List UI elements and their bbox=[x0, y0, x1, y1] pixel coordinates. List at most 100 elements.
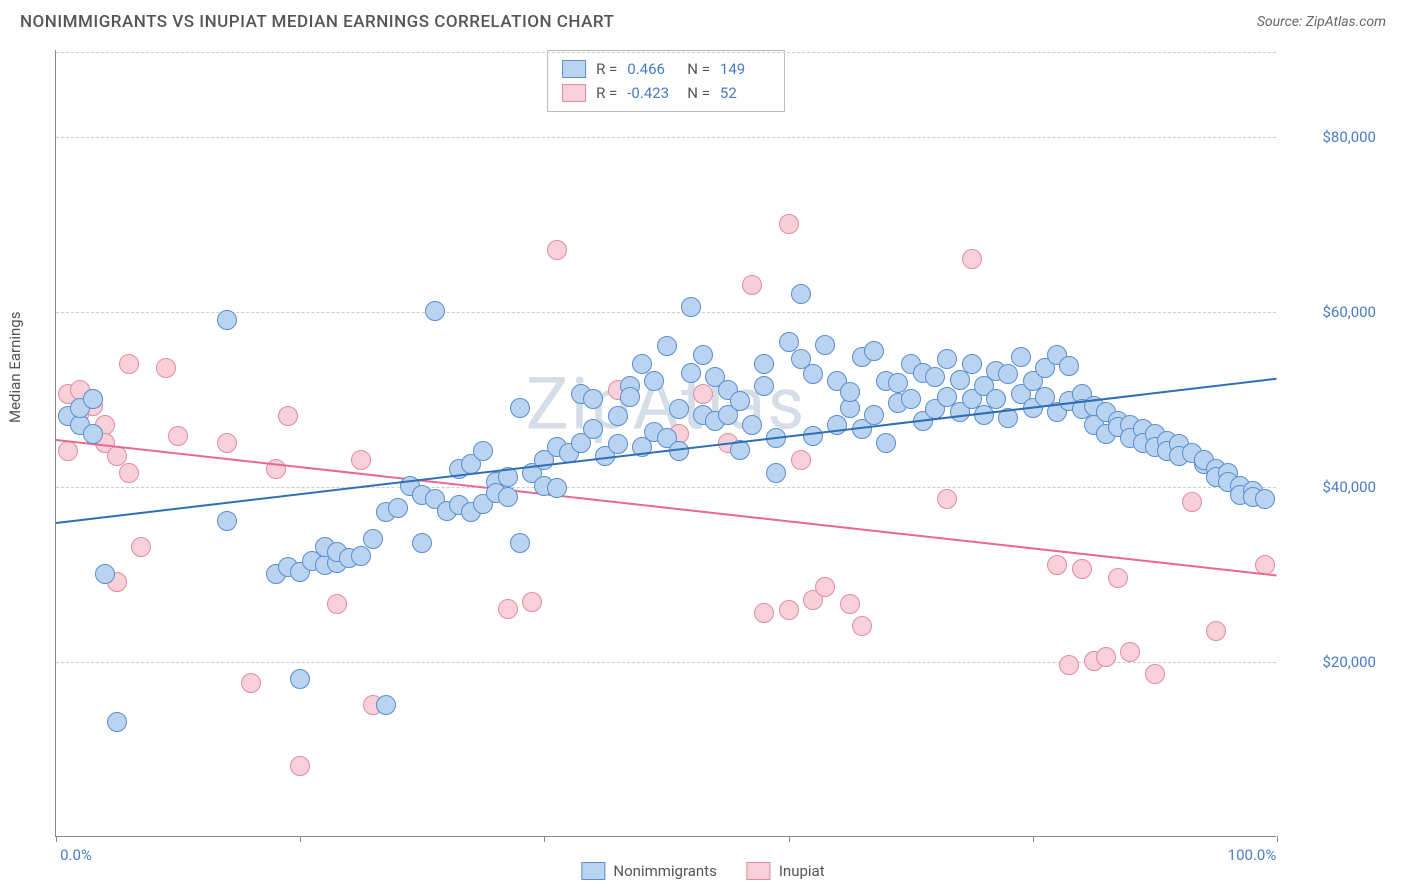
scatter-point-pink bbox=[131, 537, 151, 557]
scatter-point-blue bbox=[791, 284, 811, 304]
chart-title: NONIMMIGRANTS VS INUPIAT MEDIAN EARNINGS… bbox=[20, 12, 614, 32]
gridline bbox=[56, 137, 1276, 138]
scatter-point-blue bbox=[937, 349, 957, 369]
scatter-point-blue bbox=[840, 382, 860, 402]
trend-line-pink bbox=[56, 439, 1277, 577]
source-attribution: Source: ZipAtlas.com bbox=[1257, 14, 1386, 30]
gridline bbox=[56, 52, 1276, 53]
x-tick bbox=[789, 836, 790, 842]
plot-area: ZipAtlas R = 0.466 N = 149 R = -0.423 N … bbox=[55, 50, 1276, 837]
scatter-point-blue bbox=[83, 389, 103, 409]
scatter-point-blue bbox=[510, 533, 530, 553]
scatter-point-pink bbox=[1120, 642, 1140, 662]
x-tick bbox=[544, 836, 545, 842]
legend-item-blue: Nonimmigrants bbox=[581, 862, 716, 880]
scatter-point-pink bbox=[742, 275, 762, 295]
legend-item-pink: Inupiat bbox=[747, 862, 825, 880]
scatter-point-blue bbox=[510, 398, 530, 418]
scatter-point-blue bbox=[217, 310, 237, 330]
scatter-point-pink bbox=[1047, 555, 1067, 575]
scatter-point-blue bbox=[766, 463, 786, 483]
scatter-point-blue bbox=[376, 695, 396, 715]
scatter-point-blue bbox=[681, 297, 701, 317]
scatter-point-pink bbox=[58, 441, 78, 461]
scatter-point-blue bbox=[351, 546, 371, 566]
scatter-point-blue bbox=[498, 487, 518, 507]
scatter-point-pink bbox=[217, 433, 237, 453]
x-tick bbox=[56, 836, 57, 842]
scatter-point-blue bbox=[876, 433, 896, 453]
scatter-point-pink bbox=[119, 463, 139, 483]
legend: Nonimmigrants Inupiat bbox=[581, 862, 824, 880]
legend-swatch-blue bbox=[581, 862, 605, 880]
scatter-point-blue bbox=[583, 419, 603, 439]
x-tick bbox=[300, 836, 301, 842]
scatter-point-blue bbox=[473, 441, 493, 461]
scatter-point-pink bbox=[168, 426, 188, 446]
scatter-point-blue bbox=[803, 426, 823, 446]
scatter-point-pink bbox=[937, 489, 957, 509]
scatter-point-blue bbox=[547, 478, 567, 498]
stats-row-pink: R = -0.423 N = 52 bbox=[562, 81, 770, 105]
scatter-point-pink bbox=[119, 354, 139, 374]
swatch-pink bbox=[562, 84, 586, 102]
scatter-point-pink bbox=[693, 384, 713, 404]
scatter-point-blue bbox=[986, 389, 1006, 409]
swatch-blue bbox=[562, 60, 586, 78]
scatter-point-pink bbox=[351, 450, 371, 470]
y-tick-label: $20,000 bbox=[1322, 653, 1376, 671]
scatter-point-blue bbox=[1059, 356, 1079, 376]
scatter-point-blue bbox=[779, 332, 799, 352]
scatter-point-pink bbox=[241, 673, 261, 693]
scatter-point-blue bbox=[1011, 347, 1031, 367]
scatter-point-pink bbox=[547, 240, 567, 260]
y-tick-label: $40,000 bbox=[1322, 478, 1376, 496]
scatter-point-blue bbox=[669, 399, 689, 419]
scatter-point-pink bbox=[1096, 647, 1116, 667]
scatter-point-pink bbox=[327, 594, 347, 614]
scatter-point-blue bbox=[693, 345, 713, 365]
scatter-point-blue bbox=[644, 371, 664, 391]
scatter-point-blue bbox=[864, 405, 884, 425]
scatter-point-blue bbox=[730, 391, 750, 411]
chart-container: Median Earnings ZipAtlas R = 0.466 N = 1… bbox=[55, 50, 1386, 837]
scatter-point-pink bbox=[779, 600, 799, 620]
scatter-point-blue bbox=[657, 336, 677, 356]
scatter-point-pink bbox=[852, 616, 872, 636]
scatter-point-pink bbox=[522, 592, 542, 612]
scatter-point-blue bbox=[754, 354, 774, 374]
scatter-point-pink bbox=[1145, 664, 1165, 684]
scatter-point-blue bbox=[363, 529, 383, 549]
y-axis-tick-labels: $20,000$40,000$60,000$80,000 bbox=[1276, 50, 1386, 837]
scatter-point-blue bbox=[815, 335, 835, 355]
x-tick-label: 0.0% bbox=[60, 846, 92, 864]
scatter-point-blue bbox=[388, 498, 408, 518]
scatter-point-blue bbox=[217, 511, 237, 531]
scatter-point-blue bbox=[754, 376, 774, 396]
scatter-point-blue bbox=[998, 364, 1018, 384]
scatter-point-pink bbox=[815, 577, 835, 597]
scatter-point-pink bbox=[1108, 568, 1128, 588]
scatter-point-blue bbox=[107, 712, 127, 732]
trend-line-blue bbox=[56, 378, 1277, 524]
gridline bbox=[56, 487, 1276, 488]
scatter-point-pink bbox=[1072, 559, 1092, 579]
scatter-point-pink bbox=[290, 756, 310, 776]
scatter-point-pink bbox=[791, 450, 811, 470]
scatter-point-pink bbox=[840, 594, 860, 614]
scatter-point-pink bbox=[498, 599, 518, 619]
y-tick-label: $80,000 bbox=[1322, 128, 1376, 146]
scatter-point-blue bbox=[632, 354, 652, 374]
scatter-point-pink bbox=[1059, 655, 1079, 675]
scatter-point-blue bbox=[290, 669, 310, 689]
scatter-point-blue bbox=[412, 533, 432, 553]
scatter-point-blue bbox=[95, 564, 115, 584]
scatter-point-pink bbox=[156, 358, 176, 378]
scatter-point-blue bbox=[925, 367, 945, 387]
scatter-point-pink bbox=[754, 603, 774, 623]
correlation-stats-box: R = 0.466 N = 149 R = -0.423 N = 52 bbox=[547, 50, 785, 112]
stats-row-blue: R = 0.466 N = 149 bbox=[562, 57, 770, 81]
scatter-point-blue bbox=[962, 354, 982, 374]
scatter-point-blue bbox=[864, 341, 884, 361]
scatter-point-pink bbox=[779, 214, 799, 234]
